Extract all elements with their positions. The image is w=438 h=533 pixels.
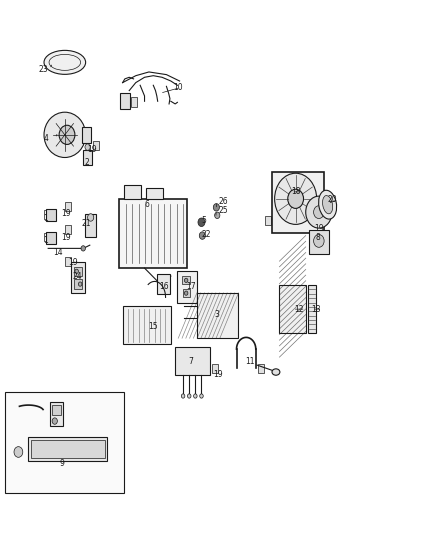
Circle shape — [184, 278, 188, 282]
Bar — [46, 232, 56, 244]
Bar — [279, 285, 306, 333]
Text: 19: 19 — [61, 233, 71, 241]
Bar — [309, 230, 328, 254]
Circle shape — [198, 218, 205, 227]
Text: 9: 9 — [60, 459, 64, 468]
Text: 25: 25 — [218, 206, 228, 214]
Text: 14: 14 — [53, 248, 63, 256]
Text: 20: 20 — [328, 195, 337, 204]
Text: 19: 19 — [68, 258, 78, 266]
Bar — [182, 276, 190, 284]
Text: 3: 3 — [215, 310, 219, 319]
Text: 10: 10 — [173, 83, 183, 92]
Circle shape — [314, 235, 324, 247]
Text: 13: 13 — [311, 305, 321, 313]
Text: 5: 5 — [201, 216, 206, 225]
Circle shape — [288, 189, 304, 208]
Bar — [65, 225, 71, 234]
Circle shape — [81, 246, 85, 251]
Circle shape — [181, 394, 185, 398]
Bar — [71, 262, 85, 293]
Bar — [31, 440, 105, 458]
Ellipse shape — [318, 190, 337, 219]
Ellipse shape — [322, 196, 333, 214]
Circle shape — [199, 232, 205, 239]
Circle shape — [314, 206, 324, 219]
Circle shape — [187, 394, 191, 398]
Text: 2: 2 — [85, 158, 89, 167]
Circle shape — [14, 447, 23, 457]
Bar — [131, 97, 137, 107]
Bar — [65, 202, 71, 211]
Text: 1: 1 — [43, 214, 48, 223]
Text: 16: 16 — [159, 282, 169, 291]
Bar — [65, 257, 71, 266]
Bar — [308, 285, 316, 333]
Bar — [177, 271, 197, 303]
Bar — [183, 289, 190, 297]
Text: 8: 8 — [315, 233, 320, 242]
Text: 26: 26 — [218, 197, 228, 206]
Ellipse shape — [44, 50, 86, 74]
Text: 6: 6 — [145, 200, 149, 209]
Bar — [212, 364, 218, 373]
Text: 18: 18 — [291, 188, 301, 196]
Bar — [28, 437, 107, 461]
Text: 21: 21 — [81, 220, 91, 228]
Bar — [52, 405, 61, 415]
Bar — [265, 216, 271, 225]
Circle shape — [213, 204, 219, 211]
Bar — [157, 274, 170, 294]
Bar — [258, 364, 264, 373]
Circle shape — [200, 394, 203, 398]
Circle shape — [275, 173, 317, 224]
Circle shape — [88, 214, 94, 221]
Bar — [272, 172, 324, 233]
Ellipse shape — [44, 112, 86, 158]
Bar — [93, 141, 99, 150]
Bar — [82, 127, 91, 143]
Bar — [46, 209, 56, 221]
Text: 1: 1 — [43, 237, 48, 245]
Bar — [120, 93, 130, 109]
Text: 12: 12 — [294, 305, 304, 313]
Text: 15: 15 — [148, 322, 158, 330]
Text: 19: 19 — [61, 209, 71, 217]
Bar — [74, 266, 82, 276]
Bar — [85, 214, 96, 237]
Ellipse shape — [272, 369, 280, 375]
Circle shape — [184, 291, 188, 295]
Text: 4: 4 — [44, 134, 49, 143]
Bar — [175, 347, 210, 375]
Text: 22: 22 — [201, 230, 211, 239]
Bar — [74, 279, 82, 289]
Bar — [83, 150, 92, 165]
Bar — [145, 188, 163, 199]
Text: 19: 19 — [314, 224, 324, 232]
Text: 19: 19 — [213, 370, 223, 379]
Circle shape — [215, 212, 220, 219]
Text: 17: 17 — [186, 282, 195, 291]
Circle shape — [52, 418, 57, 424]
Bar — [124, 185, 141, 199]
Text: 7: 7 — [188, 357, 193, 366]
Circle shape — [59, 125, 75, 144]
Circle shape — [85, 144, 90, 150]
Bar — [5, 392, 124, 493]
Bar — [197, 293, 238, 338]
Bar — [119, 199, 187, 268]
Circle shape — [75, 269, 78, 273]
Text: 23: 23 — [39, 65, 48, 74]
Bar — [123, 306, 171, 344]
Text: 19: 19 — [88, 145, 97, 154]
Circle shape — [306, 196, 332, 228]
Text: 11: 11 — [245, 357, 255, 366]
Bar — [50, 402, 63, 426]
Circle shape — [78, 282, 82, 286]
Circle shape — [194, 394, 197, 398]
Text: 24: 24 — [72, 272, 82, 280]
